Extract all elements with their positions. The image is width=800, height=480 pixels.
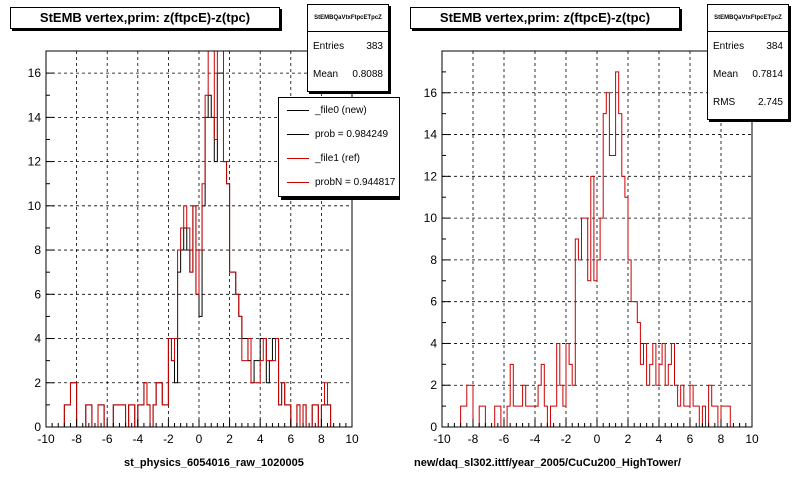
legend-line-red [287,157,309,159]
y-tick-label: 12 [424,169,438,183]
x-tick-label: -4 [132,432,143,446]
left-stats-entries-row: Entries 383 [308,32,388,60]
legend-entry-prob: prob = 0.984249 [279,122,399,146]
x-tick-label: 2 [625,432,632,446]
y-tick-label: 8 [34,243,41,257]
x-tick-label: -10 [433,432,451,446]
left-stats-box: StEMBQaVtxFtpcETpcZ Entries 383 Mean 0.8… [307,4,389,92]
right-stats-entries-label: Entries [713,40,745,52]
y-tick-label: 10 [28,199,42,213]
left-stats-mean-value: 0.8088 [352,68,383,80]
x-tick-label: -2 [561,432,572,446]
legend-entry-file1: _file1 (ref) [279,146,399,170]
x-tick-label: 6 [287,432,294,446]
right-stats-mean-row: Mean 0.7814 [708,60,788,88]
right-stats-entries-row: Entries 384 [708,32,788,60]
right-canvas-panel: -10 -8 -6 -4 -2 0 2 4 6 8 10 0 2 4 6 8 10 12 14 16 StEMB ve… [400,0,800,480]
right-stats-name: StEMBQaVtxFtpcETpcZ [708,5,788,32]
y-tick-label: 0 [430,420,437,434]
right-stats-box: StEMBQaVtxFtpcETpcZ Entries 384 Mean 0.7… [707,4,789,120]
legend-line-black [287,133,309,135]
y-tick-label: 14 [28,110,42,124]
y-tick-label: 4 [34,332,41,346]
x-tick-label: 10 [345,432,359,446]
left-legend-box: _file0 (new) prob = 0.984249 _file1 (ref… [278,97,400,197]
y-tick-label: 12 [28,155,42,169]
x-tick-label: 6 [687,432,694,446]
x-tick-label: 2 [226,432,233,446]
histogram-series-0 [457,71,737,428]
y-tick-label: 16 [424,86,438,100]
left-stats-name: StEMBQaVtxFtpcETpcZ [308,5,388,32]
legend-label-file0: _file0 (new) [315,104,367,116]
left-plot-title: StEMB vertex,prim: z(ftpcE)-z(tpc) [10,7,280,29]
left-stats-entries-value: 383 [366,40,383,52]
x-tick-label: 0 [196,432,203,446]
y-tick-label: 4 [430,336,437,350]
x-tick-label: -8 [71,432,82,446]
y-tick-label: 6 [34,287,41,301]
left-canvas-panel: -10 -8 -6 -4 -2 0 2 4 6 8 10 0 2 4 6 8 10 12 14 16 StEMB ve… [10,4,400,469]
legend-entry-file0: _file0 (new) [279,98,399,122]
y-tick-label: 14 [424,128,438,142]
y-tick-label: 10 [424,211,438,225]
right-stats-rms-row: RMS 2.745 [708,88,788,116]
x-tick-label: 8 [718,432,725,446]
right-plot-title: StEMB vertex,prim: z(ftpcE)-z(tpc) [410,7,680,29]
legend-label-file1: _file1 (ref) [315,152,361,164]
legend-line-red [287,181,309,183]
y-tick-label: 16 [28,66,42,80]
x-tick-label: 0 [594,432,601,446]
right-stats-rms-label: RMS [713,96,736,108]
right-histogram-plot: -10 -8 -6 -4 -2 0 2 4 6 8 10 0 2 4 6 8 10 12 14 16 [424,50,759,446]
legend-label-prob: prob = 0.984249 [315,128,389,140]
right-stats-mean-label: Mean [713,68,739,80]
x-tick-label: -8 [468,432,479,446]
left-stats-mean-row: Mean 0.8088 [308,60,388,88]
y-tick-label: 2 [430,378,437,392]
x-tick-label: -4 [530,432,541,446]
x-tick-label: -6 [102,432,113,446]
right-stats-mean-value: 0.7814 [752,68,783,80]
x-tick-label: 10 [745,432,759,446]
left-x-axis-label: st_physics_6054016_raw_1020005 [124,457,304,469]
right-x-axis-label: new/daq_sl302.ittf/year_2005/CuCu200_Hig… [414,457,681,469]
y-tick-label: 2 [34,376,41,390]
right-stats-rms-value: 2.745 [757,96,783,108]
x-tick-label: -6 [499,432,510,446]
left-stats-entries-label: Entries [313,40,345,52]
right-stats-entries-value: 384 [766,40,783,52]
y-tick-label: 0 [34,420,41,434]
legend-line-black [287,109,309,111]
left-stats-mean-label: Mean [313,68,339,80]
x-tick-label: -10 [37,432,55,446]
x-tick-label: 4 [257,432,264,446]
y-tick-label: 6 [430,295,437,309]
legend-label-probn: probN = 0.944817 [315,176,396,188]
x-tick-label: 4 [656,432,663,446]
y-tick-label: 8 [430,253,437,267]
x-tick-label: 8 [318,432,325,446]
legend-entry-probn: probN = 0.944817 [279,170,399,194]
x-tick-label: -2 [163,432,174,446]
